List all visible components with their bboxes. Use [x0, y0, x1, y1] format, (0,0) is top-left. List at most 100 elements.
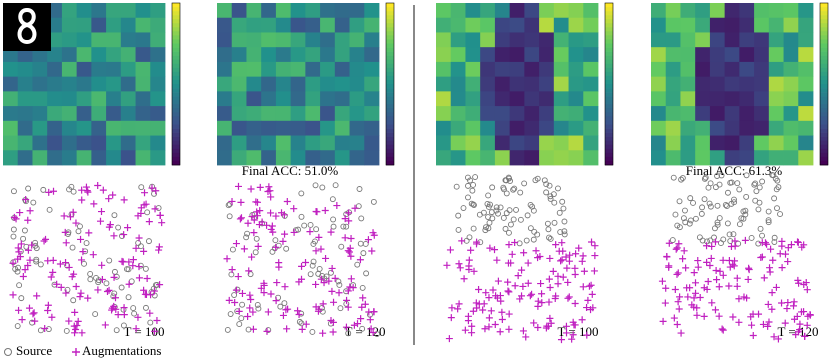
heatmap-cell — [61, 91, 78, 107]
heatmap-cell — [436, 120, 452, 136]
heatmap-cell — [680, 61, 696, 78]
source-point — [743, 172, 750, 179]
augmentation-point — [153, 316, 161, 324]
heatmap-cell — [349, 120, 365, 136]
heatmap-cell — [651, 150, 667, 166]
augmentation-point — [228, 197, 236, 205]
source-point — [669, 237, 676, 244]
augmentation-point — [580, 267, 588, 275]
source-point — [517, 189, 524, 196]
augmentation-point — [519, 327, 527, 335]
augmentation-point — [467, 246, 475, 254]
source-point — [66, 186, 73, 193]
heatmap-cell — [290, 32, 306, 48]
augmentation-point — [57, 283, 65, 291]
heatmap-cell — [217, 32, 233, 48]
augmentation-point — [347, 275, 355, 283]
source-point — [16, 282, 23, 289]
colorbar-step — [172, 160, 180, 166]
colorbar-step — [605, 112, 613, 117]
augmentation-point — [572, 250, 580, 258]
augmentation-point — [14, 244, 22, 252]
colorbar-step — [172, 104, 180, 109]
augmentation-point — [565, 293, 573, 301]
source-point — [725, 189, 731, 196]
colorbar-step — [820, 152, 828, 158]
heatmap-cell — [509, 91, 525, 107]
augmentation-point — [111, 294, 119, 302]
source-point — [455, 212, 462, 219]
augmentation-point — [320, 279, 328, 287]
source-point — [678, 176, 685, 183]
heatmap-cell — [305, 150, 321, 166]
heatmap-cell — [246, 135, 262, 151]
source-point — [92, 311, 99, 318]
augmentation-point — [801, 332, 809, 340]
colorbar-step — [820, 7, 828, 12]
augmentation-point — [465, 256, 473, 264]
augmentation-point — [267, 193, 275, 201]
augmentation-point — [797, 308, 805, 316]
augmentation-point — [769, 256, 777, 264]
source-point — [362, 240, 369, 247]
source-point — [513, 206, 519, 213]
heatmap-cell — [509, 150, 525, 166]
augmentation-point — [497, 297, 505, 305]
heatmap-cell — [783, 150, 799, 166]
augmentation-point — [778, 242, 786, 250]
colorbar-step — [820, 39, 828, 44]
heatmap-cell — [349, 47, 365, 63]
heatmap-cell — [480, 150, 496, 166]
source-point — [115, 224, 122, 231]
augmentation-point — [328, 287, 336, 295]
source-point — [724, 220, 731, 227]
heatmap-cell — [739, 61, 755, 78]
source-point — [309, 262, 316, 269]
heatmap-cell — [724, 3, 740, 19]
colorbar-step — [172, 128, 180, 133]
heatmap-cell — [217, 76, 233, 92]
heatmap-cell — [364, 61, 380, 78]
source-point — [503, 190, 510, 197]
heatmap-cell — [91, 76, 107, 92]
heatmap-cell — [231, 76, 247, 92]
augmentation-point — [447, 314, 455, 322]
augmentation-point — [236, 215, 244, 223]
augmentation-point — [272, 297, 280, 305]
augmentation-point — [347, 234, 355, 242]
heatmap-cell — [261, 47, 277, 63]
source-point — [269, 248, 276, 255]
augmentation-point — [530, 319, 538, 327]
source-point — [75, 228, 82, 235]
heatmap-cell — [3, 135, 19, 151]
augmentation-point — [249, 308, 257, 316]
source-point — [46, 206, 53, 213]
augmentation-point — [256, 207, 264, 215]
heatmap-cell — [524, 61, 540, 78]
heatmap-cell — [246, 91, 262, 107]
augmentation-point — [465, 262, 473, 270]
augmentation-point — [312, 280, 320, 288]
heatmap-cell — [709, 47, 726, 63]
heatmap-cell — [349, 150, 365, 166]
heatmap-cell — [320, 32, 336, 48]
heatmap-cell — [231, 3, 247, 19]
heatmap-cell — [76, 150, 92, 166]
colorbar-step — [605, 148, 613, 154]
heatmap-cell — [709, 32, 726, 48]
heatmap-cell — [724, 120, 740, 136]
heatmap-cell — [106, 120, 122, 136]
heatmap-cell — [524, 32, 540, 48]
augmentation-point — [120, 196, 128, 204]
augmentation-point — [749, 331, 757, 339]
augmentation-point — [120, 311, 128, 319]
heatmap-cell — [798, 47, 814, 63]
augmentation-point — [272, 243, 280, 251]
augmentation-point — [21, 266, 29, 274]
augmentation-point — [584, 296, 592, 304]
source-point — [735, 240, 742, 247]
source-point — [731, 196, 737, 203]
heatmap-cell — [3, 91, 19, 107]
augmentation-point — [443, 261, 451, 269]
augmentation-point — [518, 266, 526, 274]
